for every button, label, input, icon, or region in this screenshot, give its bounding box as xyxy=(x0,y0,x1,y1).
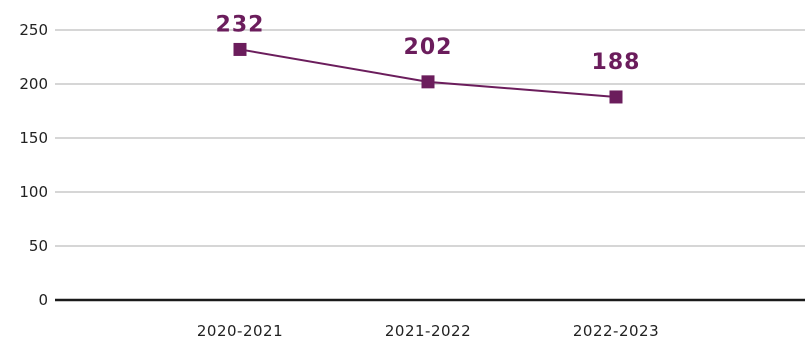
y-tick-label-250: 250 xyxy=(19,21,48,39)
data-label-2020-2021: 232 xyxy=(216,12,265,37)
data-label-2021-2022: 202 xyxy=(404,35,453,60)
x-axis-tick-labels: 2020-2021 2021-2022 2022-2023 xyxy=(197,322,659,340)
x-tick-label-2020-2021: 2020-2021 xyxy=(197,322,283,340)
y-axis-tick-labels: 0 50 100 150 200 250 xyxy=(19,21,48,309)
x-tick-label-2021-2022: 2021-2022 xyxy=(385,322,471,340)
x-tick-label-2022-2023: 2022-2023 xyxy=(573,322,659,340)
data-point-2021-2022 xyxy=(421,75,435,89)
y-tick-label-100: 100 xyxy=(19,183,48,201)
y-tick-label-200: 200 xyxy=(19,75,48,93)
data-point-2020-2021 xyxy=(233,42,247,56)
y-tick-label-150: 150 xyxy=(19,129,48,147)
y-tick-label-0: 0 xyxy=(38,291,48,309)
y-tick-label-50: 50 xyxy=(29,237,48,255)
data-label-2022-2023: 188 xyxy=(592,50,641,75)
data-point-2022-2023 xyxy=(609,90,623,104)
gridlines xyxy=(55,29,805,247)
data-labels: 232 202 188 xyxy=(216,12,641,75)
series-points xyxy=(233,42,623,104)
